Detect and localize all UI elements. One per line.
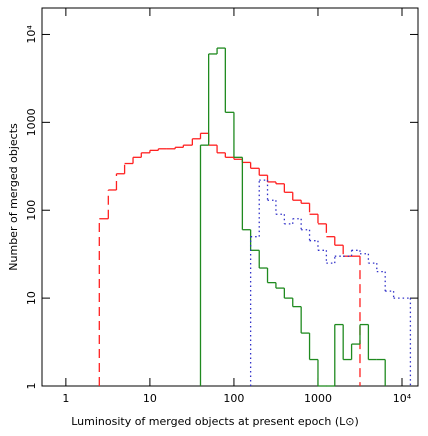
x-tick-label: 10⁴: [393, 392, 412, 405]
plot-frame: [41, 7, 419, 387]
y-tick-label: 10: [25, 291, 38, 305]
y-tick-label: 1: [25, 383, 38, 390]
x-tick-label: 1000: [304, 392, 332, 405]
x-tick-label: 10: [143, 392, 157, 405]
x-tick-label: 1: [62, 392, 69, 405]
y-tick-label: 10⁴: [25, 25, 38, 44]
y-axis-label: Number of merged objects: [7, 123, 20, 271]
x-tick-label: 100: [223, 392, 244, 405]
x-axis-label: Luminosity of merged objects at present …: [71, 415, 359, 428]
y-tick-label: 100: [25, 200, 38, 221]
y-tick-label: 1000: [25, 108, 38, 136]
